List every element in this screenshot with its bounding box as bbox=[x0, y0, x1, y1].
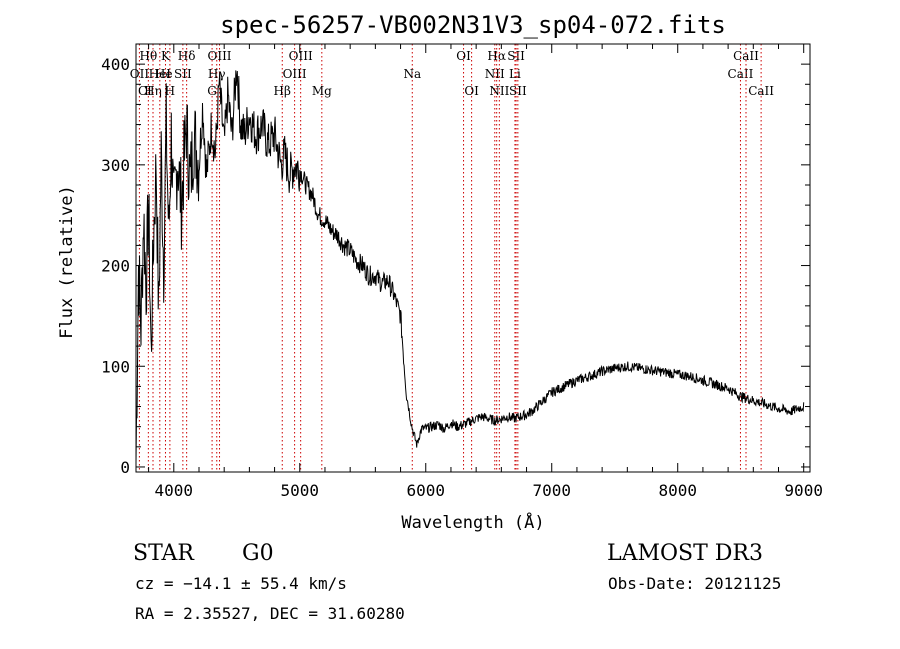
spectral-line-label: Hδ bbox=[178, 49, 196, 63]
spectral-line-label: Na bbox=[403, 67, 421, 81]
spectral-line-label: He bbox=[155, 67, 173, 81]
spectral-line-label: CaII bbox=[733, 49, 759, 63]
spectral-line-label: OII bbox=[130, 67, 150, 81]
y-tick-label: 300 bbox=[101, 156, 130, 175]
obs-date-text: Obs-Date: 20121125 bbox=[608, 574, 781, 593]
spectral-line-label: Hη bbox=[144, 84, 162, 98]
spectral-line-label: Mg bbox=[312, 84, 332, 98]
y-tick-label: 100 bbox=[101, 357, 130, 376]
survey-name: LAMOST DR3 bbox=[607, 541, 763, 566]
spectral-line-label: SII bbox=[509, 84, 527, 98]
y-axis-label: Flux (relative) bbox=[57, 185, 77, 339]
plot-area: OIIHθHηHeIKHSIIHδGHγOIIIHβOIIIOIIIMgNaOI… bbox=[101, 44, 823, 500]
spectral-line-label: OIII bbox=[207, 49, 231, 63]
y-tick-label: 0 bbox=[120, 458, 130, 477]
spectral-line-label: OI bbox=[456, 49, 471, 63]
x-tick-label: 7000 bbox=[532, 481, 571, 500]
spectral-line-label: Hβ bbox=[274, 84, 291, 98]
spectral-line-label: CaII bbox=[748, 84, 774, 98]
chart-title: spec-56257-VB002N31V3_sp04-072.fits bbox=[220, 11, 726, 39]
spectral-line-label: Hγ bbox=[208, 67, 226, 81]
spectral-line-label: CaII bbox=[728, 67, 754, 81]
y-tick-label: 400 bbox=[101, 55, 130, 74]
spectral-line-label: H bbox=[165, 84, 175, 98]
object-subclass: G0 bbox=[242, 541, 274, 566]
spectral-line-label: NII bbox=[489, 84, 509, 98]
spectral-line-label: SII bbox=[174, 67, 192, 81]
spectral-line-label: Hθ bbox=[139, 49, 157, 63]
spectral-line-label: SII bbox=[507, 49, 525, 63]
spectral-line-label: Hα bbox=[487, 49, 506, 63]
spectral-line-label: G bbox=[207, 84, 217, 98]
x-tick-label: 6000 bbox=[406, 481, 445, 500]
spectral-line-label: OI bbox=[464, 84, 479, 98]
spectrum-line bbox=[135, 70, 805, 463]
spectral-line-label: K bbox=[161, 49, 171, 63]
x-axis-label: Wavelength (Å) bbox=[401, 511, 544, 533]
spectral-line-label: Li bbox=[509, 67, 521, 81]
redshift-text: cz = −14.1 ± 55.4 km/s bbox=[135, 574, 347, 593]
coordinates-text: RA = 2.35527, DEC = 31.60280 bbox=[135, 604, 405, 623]
x-tick-label: 4000 bbox=[155, 481, 194, 500]
spectral-line-label: OIII bbox=[283, 67, 307, 81]
spectral-line-label: CI bbox=[138, 84, 152, 98]
plot-frame bbox=[135, 43, 811, 473]
spectral-line-label: NII bbox=[485, 67, 505, 81]
x-tick-label: 8000 bbox=[658, 481, 697, 500]
x-tick-label: 9000 bbox=[784, 481, 823, 500]
x-tick-label: 5000 bbox=[281, 481, 320, 500]
y-tick-label: 200 bbox=[101, 257, 130, 276]
object-class: STAR bbox=[133, 541, 195, 566]
spectral-line-label: OIII bbox=[289, 49, 313, 63]
